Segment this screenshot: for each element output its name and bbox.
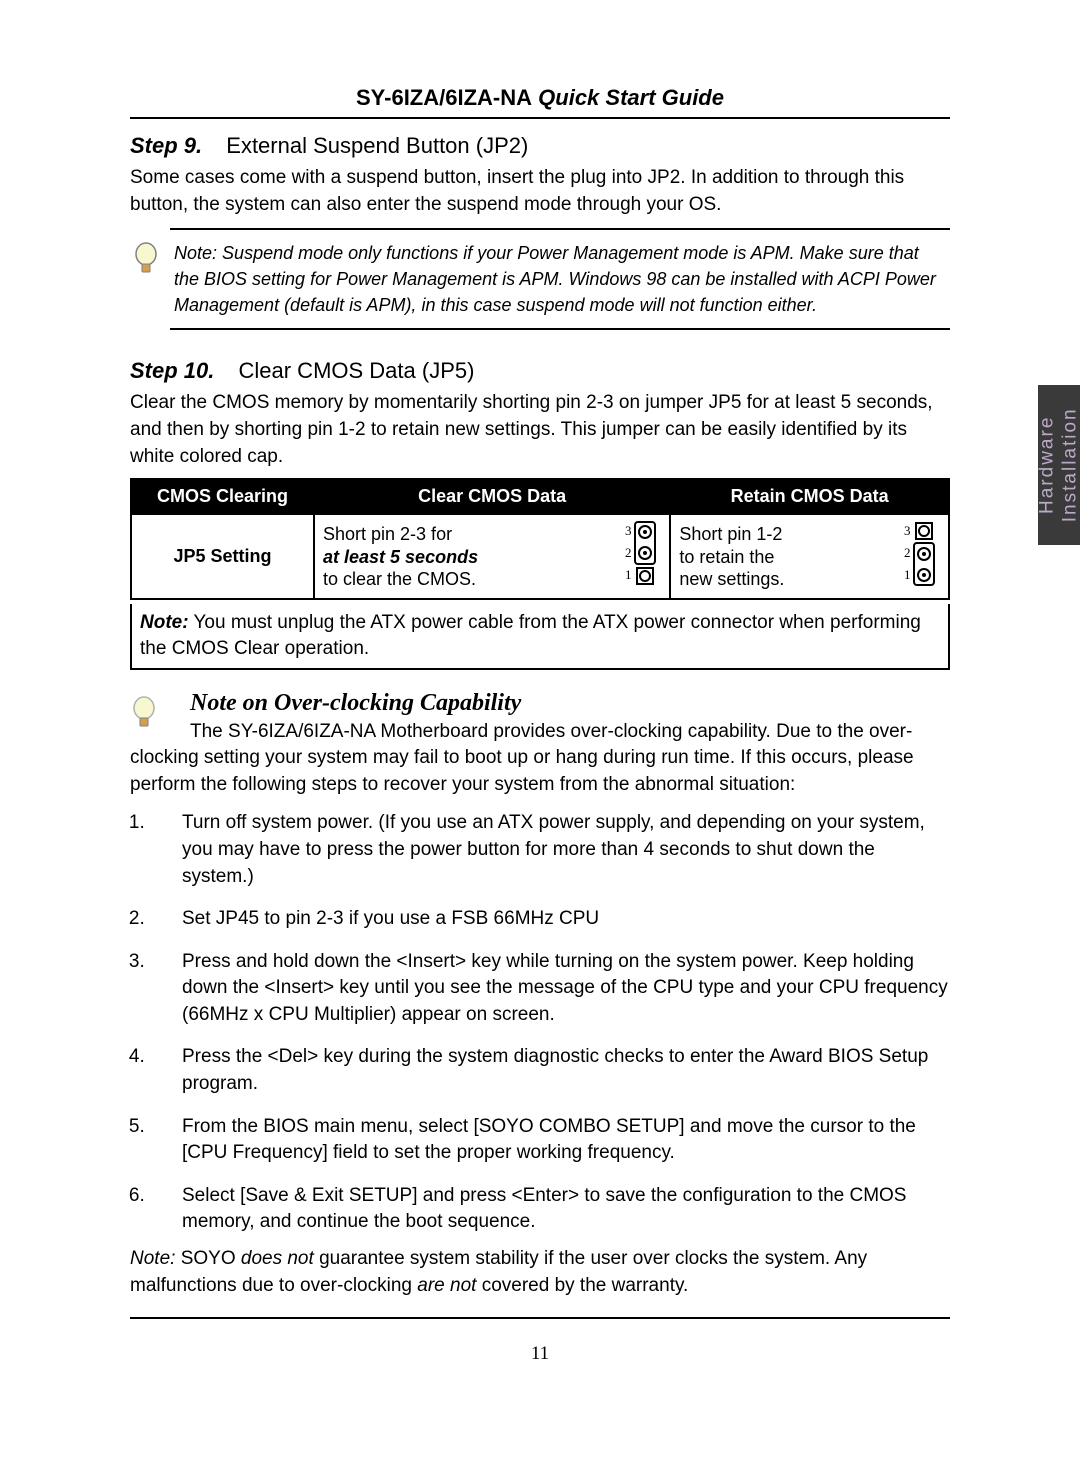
list-item: Select [Save & Exit SETUP] and press <En… (150, 1183, 950, 1236)
header-guide: Quick Start Guide (538, 85, 724, 110)
svg-text:3: 3 (904, 523, 911, 538)
jumper-diagram-clear: 3 2 1 (617, 521, 661, 592)
th-clear: Clear CMOS Data (314, 479, 670, 514)
step10-body: Clear the CMOS memory by momentarily sho… (130, 390, 950, 470)
table-note-label: Note: (140, 612, 189, 633)
step9-label: Step 9. (130, 133, 202, 158)
cmos-table-note: Note: You must unplug the ATX power cabl… (130, 604, 950, 669)
side-tab: Hardware Installation (1038, 385, 1080, 545)
lightbulb-icon (132, 242, 160, 278)
list-item: Turn off system power. (If you use an AT… (150, 810, 950, 890)
step10-title: Clear CMOS Data (JP5) (239, 358, 475, 383)
list-item: Press the <Del> key during the system di… (150, 1044, 950, 1097)
svg-text:1: 1 (904, 567, 911, 582)
th-retain: Retain CMOS Data (670, 479, 949, 514)
header-model: SY-6IZA/6IZA-NA (356, 85, 532, 110)
retain-text: Short pin 1-2 to retain the new settings… (679, 523, 784, 591)
clear-cell: Short pin 2-3 for at least 5 seconds to … (314, 514, 670, 599)
step9-note-block: Note: Suspend mode only functions if you… (170, 228, 950, 330)
overclock-footnote: Note: SOYO does not guarantee system sta… (130, 1246, 950, 1299)
side-tab-text: Hardware Installation (1036, 408, 1080, 523)
svg-text:2: 2 (625, 545, 632, 560)
jumper-diagram-retain: 3 2 1 (896, 521, 940, 592)
svg-text:3: 3 (625, 523, 632, 538)
overclock-steps-list: Turn off system power. (If you use an AT… (130, 810, 950, 1236)
table-data-row: JP5 Setting Short pin 2-3 for at least 5… (131, 514, 949, 599)
jp5-setting-label: JP5 Setting (131, 514, 314, 599)
table-header-row: CMOS Clearing Clear CMOS Data Retain CMO… (131, 479, 949, 514)
clear-text: Short pin 2-3 for at least 5 seconds to … (323, 523, 478, 591)
table-note-body: You must unplug the ATX power cable from… (140, 612, 921, 659)
page-number: 11 (130, 1343, 950, 1365)
step9-heading: Step 9. External Suspend Button (JP2) (130, 133, 950, 159)
list-item: From the BIOS main menu, select [SOYO CO… (150, 1114, 950, 1167)
th-clearing: CMOS Clearing (131, 479, 314, 514)
step9-title: External Suspend Button (JP2) (226, 133, 528, 158)
svg-text:2: 2 (904, 545, 911, 560)
overclock-heading: Note on Over-clocking Capability (190, 690, 950, 717)
list-item: Press and hold down the <Insert> key whi… (150, 949, 950, 1029)
cmos-table: CMOS Clearing Clear CMOS Data Retain CMO… (130, 478, 950, 600)
step9-note-body: Suspend mode only functions if your Powe… (174, 243, 936, 315)
list-item: Set JP45 to pin 2-3 if you use a FSB 66M… (150, 906, 950, 933)
header-rule (130, 117, 950, 119)
lightbulb-icon (130, 696, 158, 737)
step9-note-label: Note: (174, 243, 217, 263)
retain-cell: Short pin 1-2 to retain the new settings… (670, 514, 949, 599)
step10-label: Step 10. (130, 358, 214, 383)
step9-body: Some cases come with a suspend button, i… (130, 165, 950, 218)
step10-heading: Step 10. Clear CMOS Data (JP5) (130, 358, 950, 384)
overclock-intro: The SY-6IZA/6IZA-NA Motherboard provides… (130, 719, 950, 799)
footer-rule (130, 1317, 950, 1319)
header-title: SY-6IZA/6IZA-NA Quick Start Guide (130, 85, 950, 111)
svg-text:1: 1 (625, 567, 632, 582)
page-container: SY-6IZA/6IZA-NA Quick Start Guide Step 9… (0, 0, 1080, 1405)
